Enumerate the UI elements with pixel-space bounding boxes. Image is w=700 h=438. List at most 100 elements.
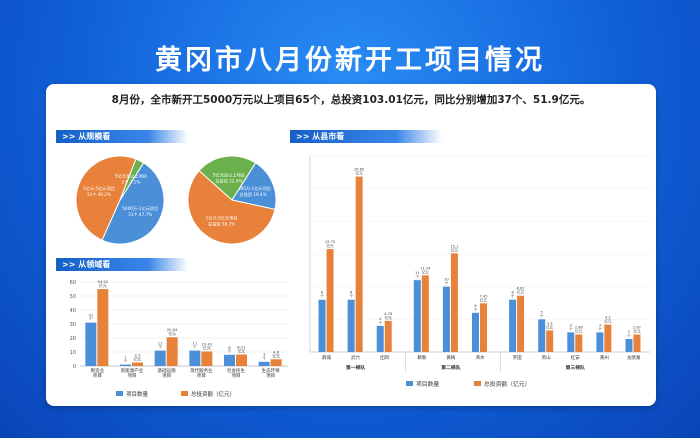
bar	[567, 332, 575, 352]
x-tick-label: 红安	[571, 354, 580, 361]
pie-slice	[119, 158, 145, 201]
pie-slice	[187, 169, 276, 245]
x-tick-label: 武穴	[351, 354, 360, 361]
bar-value-label: 31	[88, 313, 93, 318]
x-tick-label: 龙感湖	[627, 354, 641, 361]
bar	[575, 334, 583, 352]
x-tick-label: 现代服务业	[190, 367, 213, 374]
bar	[154, 350, 166, 366]
bar-value-label: 3	[263, 352, 266, 357]
x-tick-label: 制造业	[91, 367, 105, 374]
bar	[355, 176, 363, 352]
bar-value-label: 10	[444, 278, 449, 282]
bar-value-unit: 个	[378, 320, 382, 325]
y-tick-label: 0	[73, 364, 76, 370]
bar	[201, 351, 213, 366]
bar-value-label: 4	[379, 317, 382, 321]
bar	[596, 332, 604, 352]
bar-value-unit: 个	[474, 307, 478, 312]
bar-value-label: 4.2	[605, 316, 611, 320]
x-tick-label: 项目	[232, 373, 241, 379]
x-tick-label: 蕲春	[417, 354, 426, 361]
section-label-field: 从领域看	[78, 260, 111, 269]
bar-value-unit: 亿元	[480, 297, 488, 302]
bar	[97, 289, 109, 366]
bar-value-unit: 亿元	[385, 315, 393, 320]
x-tick-label: 项目	[93, 373, 102, 379]
x-tick-label: 黄梅	[446, 354, 455, 361]
bar-value-label: 1	[124, 355, 127, 360]
x-tick-label: 罗田	[513, 355, 522, 361]
bar-chart-field: 010203040506031个54.92亿元制造业项目1个2.5亿元新能源产业…	[70, 279, 288, 398]
summary-text: 8月份，全市新开工5000万元以上项目65个，总投资103.01亿元，同比分别增…	[111, 94, 591, 106]
bar-value-unit: 个	[445, 281, 449, 286]
bar-value-unit: 个	[158, 345, 162, 350]
pie-slice-label: 5亿元及以上项目	[213, 171, 245, 178]
pie-slice-value: 总投资 22.4%	[215, 177, 242, 184]
bar-value-label: 54.92	[97, 279, 108, 284]
bar-value-unit: 个	[193, 345, 197, 350]
group-label: 第三梯队	[566, 364, 585, 371]
bar-value-unit: 个	[89, 317, 93, 322]
bar-value-label: 8.62	[517, 287, 525, 291]
bar	[538, 319, 546, 352]
x-tick-label: 英山	[542, 354, 551, 361]
bar-value-unit: 个	[262, 356, 266, 361]
pie-slice-label: 5000万-1亿元项目	[122, 205, 158, 212]
bar-value-label: 10.42	[201, 341, 212, 346]
page-title: 黄冈市八月份新开工项目情况	[155, 45, 545, 76]
bar-value-label: 11	[192, 341, 197, 346]
bar-value-unit: 亿元	[575, 328, 583, 333]
bar-value-unit: 亿元	[238, 349, 246, 354]
y-tick-label: 10	[70, 350, 76, 356]
bar	[633, 334, 641, 352]
bar-value-label: 8	[350, 291, 353, 295]
pie-slice-value: 总投资 19.4%	[240, 191, 267, 198]
bar-value-unit: 亿元	[326, 243, 334, 248]
bar-value-label: 11	[158, 341, 163, 346]
pie-slice	[101, 162, 165, 245]
x-tick-label: 社会民生	[227, 367, 245, 374]
bar	[258, 361, 270, 366]
bar-value-unit: 亿元	[99, 283, 107, 288]
bar-value-unit: 亿元	[546, 324, 554, 329]
bar-value-unit: 亿元	[272, 353, 280, 358]
bar-value-label: 15.75	[325, 240, 335, 244]
bar	[413, 280, 421, 352]
bar	[546, 330, 554, 352]
section-header-field: >> 从领域看	[56, 258, 188, 271]
bar-value-label: 3	[599, 323, 601, 327]
bar	[318, 299, 326, 352]
bar-value-unit: 个	[320, 294, 324, 299]
bar-value-label: 15.1	[450, 244, 458, 248]
bar	[442, 286, 450, 352]
bar-value-unit: 亿元	[134, 357, 142, 362]
y-tick-label: 40	[70, 308, 76, 314]
bar	[384, 320, 392, 352]
section-header-scale: >> 从规模看	[56, 130, 188, 143]
pie-slice	[231, 162, 277, 210]
x-tick-label: 项目	[197, 373, 206, 379]
bar-value-label: 8.21	[237, 345, 246, 350]
x-tick-label: 浠水	[476, 354, 485, 361]
bar-value-label: 3	[570, 323, 572, 327]
bar-value-label: 3.3	[547, 321, 553, 325]
bar-value-label: 26.85	[354, 168, 364, 172]
bar-chart-county: 8个15.75亿元麻城8个26.85亿元武穴4个4.76亿元团风11个11.74…	[309, 155, 650, 388]
bar	[132, 362, 143, 366]
x-tick-label: 基础设施	[158, 367, 176, 374]
bar-value-label: 11.74	[420, 266, 431, 270]
bar-value-unit: 个	[228, 349, 232, 354]
bar-value-unit: 个	[569, 326, 573, 331]
bar-value-unit: 亿元	[356, 171, 364, 176]
bar-value-unit: 亿元	[451, 247, 459, 252]
section-header-county: >> 从县市看	[290, 130, 442, 143]
bar-value-label: 2.67	[633, 326, 641, 330]
pie-slice-value: 总投资 58.2%	[208, 220, 235, 227]
legend-swatch	[116, 391, 123, 396]
bar-value-unit: 个	[511, 294, 515, 299]
legend-label: 总投资额（亿元）	[191, 390, 235, 398]
bar	[224, 354, 235, 366]
legend-label: 项目数量	[416, 380, 439, 388]
pie-slice	[198, 155, 257, 201]
